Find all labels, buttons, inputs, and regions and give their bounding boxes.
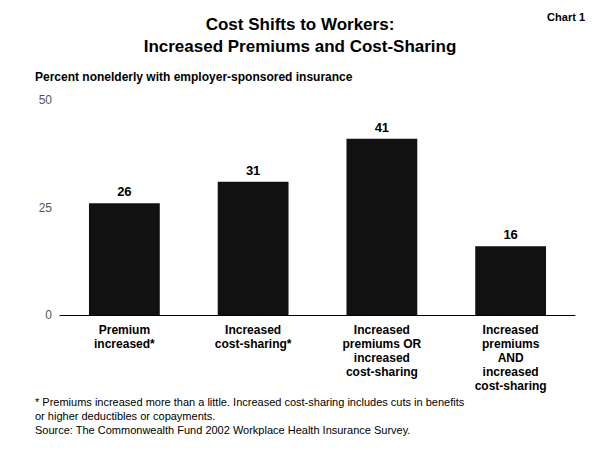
svg-text:Percent nonelderly with employ: Percent nonelderly with employer-sponsor… (35, 70, 353, 84)
svg-text:increased: increased (354, 351, 410, 365)
svg-text:0: 0 (45, 308, 52, 322)
svg-text:cost-sharing: cost-sharing (475, 379, 547, 393)
svg-text:41: 41 (375, 120, 389, 135)
svg-text:50: 50 (39, 93, 53, 107)
svg-text:16: 16 (503, 227, 517, 242)
svg-text:AND: AND (498, 351, 524, 365)
svg-text:or higher deductibles or copay: or higher deductibles or copayments. (35, 410, 215, 422)
svg-text:Source: The Commonwealth Fund: Source: The Commonwealth Fund 2002 Workp… (35, 424, 410, 436)
svg-text:cost-sharing*: cost-sharing* (215, 337, 292, 351)
svg-text:Increased: Increased (354, 323, 410, 337)
svg-text:increased: increased (483, 365, 539, 379)
svg-text:cost-sharing: cost-sharing (346, 365, 418, 379)
svg-text:31: 31 (246, 163, 260, 178)
svg-text:Cost Shifts to Workers:: Cost Shifts to Workers: (206, 15, 395, 34)
svg-text:Premium: Premium (99, 323, 150, 337)
svg-text:Increased: Increased (483, 323, 539, 337)
svg-text:Increased Premiums and Cost-Sh: Increased Premiums and Cost-Sharing (144, 37, 457, 56)
svg-text:premiums OR: premiums OR (343, 337, 422, 351)
svg-text:premiums: premiums (482, 337, 540, 351)
svg-text:Chart 1: Chart 1 (547, 11, 585, 23)
svg-text:25: 25 (39, 201, 53, 215)
svg-text:Increased: Increased (225, 323, 281, 337)
svg-text:* Premiums increased more than: * Premiums increased more than a little.… (35, 396, 465, 408)
svg-text:increased*: increased* (94, 337, 155, 351)
svg-text:26: 26 (117, 184, 131, 199)
